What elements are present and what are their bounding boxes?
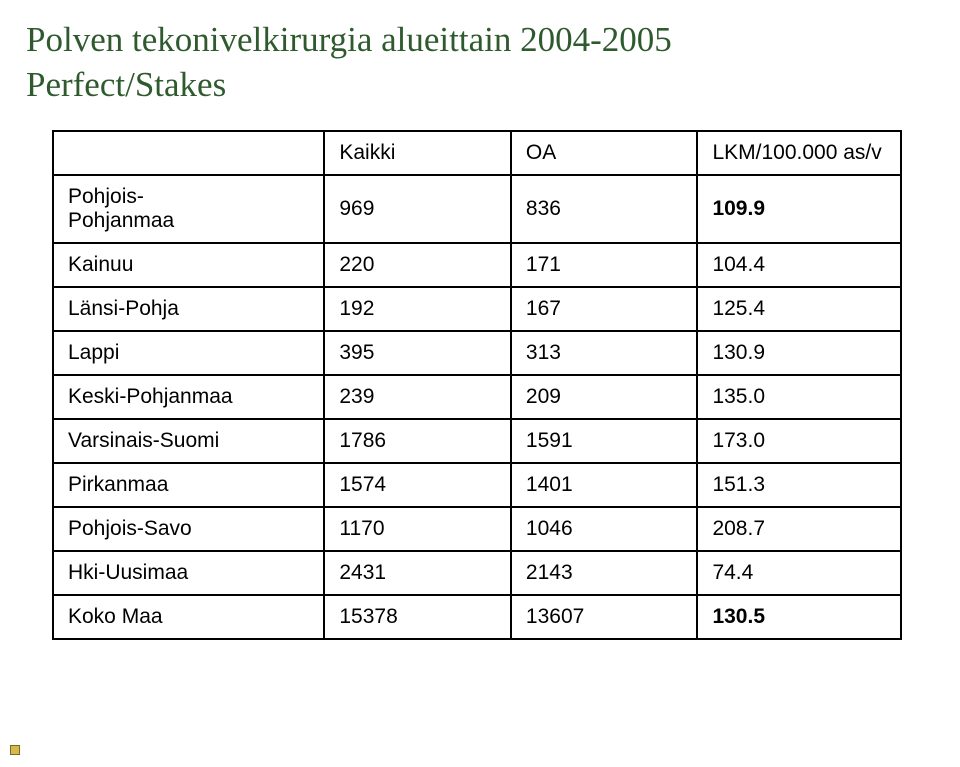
data-table-container: Kaikki OA LKM/100.000 as/v Pohjois-Pohja… xyxy=(52,130,902,640)
table-row: Kainuu220171104.4 xyxy=(53,243,901,287)
cell-rate: 74.4 xyxy=(697,551,901,595)
title-line-1: Polven tekonivelkirurgia alueittain 2004… xyxy=(26,18,934,63)
table-row: Pirkanmaa15741401151.3 xyxy=(53,463,901,507)
cell-oa: 1591 xyxy=(511,419,698,463)
cell-kaikki: 969 xyxy=(324,175,511,243)
cell-rate: 130.9 xyxy=(697,331,901,375)
slide-corner-marker-icon xyxy=(10,745,20,755)
cell-region: Pohjois-Savo xyxy=(53,507,324,551)
cell-kaikki: 220 xyxy=(324,243,511,287)
cell-region: Hki-Uusimaa xyxy=(53,551,324,595)
title-line-2: Perfect/Stakes xyxy=(26,63,934,108)
table-row: Lappi395313130.9 xyxy=(53,331,901,375)
col-header-kaikki: Kaikki xyxy=(324,131,511,175)
table-row: Varsinais-Suomi17861591173.0 xyxy=(53,419,901,463)
cell-kaikki: 15378 xyxy=(324,595,511,639)
cell-kaikki: 239 xyxy=(324,375,511,419)
cell-kaikki: 1170 xyxy=(324,507,511,551)
cell-rate: 135.0 xyxy=(697,375,901,419)
cell-rate: 208.7 xyxy=(697,507,901,551)
table-body: Pohjois-Pohjanmaa969836109.9Kainuu220171… xyxy=(53,175,901,639)
slide-title: Polven tekonivelkirurgia alueittain 2004… xyxy=(26,18,934,108)
cell-region: Koko Maa xyxy=(53,595,324,639)
table-row: Pohjois-Savo11701046208.7 xyxy=(53,507,901,551)
col-header-rate: LKM/100.000 as/v xyxy=(697,131,901,175)
cell-oa: 13607 xyxy=(511,595,698,639)
cell-kaikki: 1786 xyxy=(324,419,511,463)
col-header-region xyxy=(53,131,324,175)
cell-oa: 836 xyxy=(511,175,698,243)
cell-region: Länsi-Pohja xyxy=(53,287,324,331)
cell-rate: 109.9 xyxy=(697,175,901,243)
cell-region: Lappi xyxy=(53,331,324,375)
cell-oa: 167 xyxy=(511,287,698,331)
cell-oa: 1401 xyxy=(511,463,698,507)
cell-region: Pohjois-Pohjanmaa xyxy=(53,175,324,243)
table-row: Koko Maa1537813607130.5 xyxy=(53,595,901,639)
cell-kaikki: 395 xyxy=(324,331,511,375)
cell-oa: 2143 xyxy=(511,551,698,595)
cell-rate: 125.4 xyxy=(697,287,901,331)
table-row: Keski-Pohjanmaa239209135.0 xyxy=(53,375,901,419)
cell-kaikki: 1574 xyxy=(324,463,511,507)
col-header-oa: OA xyxy=(511,131,698,175)
cell-region: Keski-Pohjanmaa xyxy=(53,375,324,419)
table-row: Hki-Uusimaa2431214374.4 xyxy=(53,551,901,595)
table-row: Pohjois-Pohjanmaa969836109.9 xyxy=(53,175,901,243)
cell-rate: 173.0 xyxy=(697,419,901,463)
cell-rate: 104.4 xyxy=(697,243,901,287)
cell-region: Varsinais-Suomi xyxy=(53,419,324,463)
cell-region: Kainuu xyxy=(53,243,324,287)
table-row: Länsi-Pohja192167125.4 xyxy=(53,287,901,331)
cell-oa: 313 xyxy=(511,331,698,375)
cell-oa: 209 xyxy=(511,375,698,419)
cell-oa: 1046 xyxy=(511,507,698,551)
cell-rate: 151.3 xyxy=(697,463,901,507)
cell-kaikki: 2431 xyxy=(324,551,511,595)
cell-rate: 130.5 xyxy=(697,595,901,639)
table-header-row: Kaikki OA LKM/100.000 as/v xyxy=(53,131,901,175)
data-table: Kaikki OA LKM/100.000 as/v Pohjois-Pohja… xyxy=(52,130,902,640)
cell-region: Pirkanmaa xyxy=(53,463,324,507)
cell-kaikki: 192 xyxy=(324,287,511,331)
cell-oa: 171 xyxy=(511,243,698,287)
